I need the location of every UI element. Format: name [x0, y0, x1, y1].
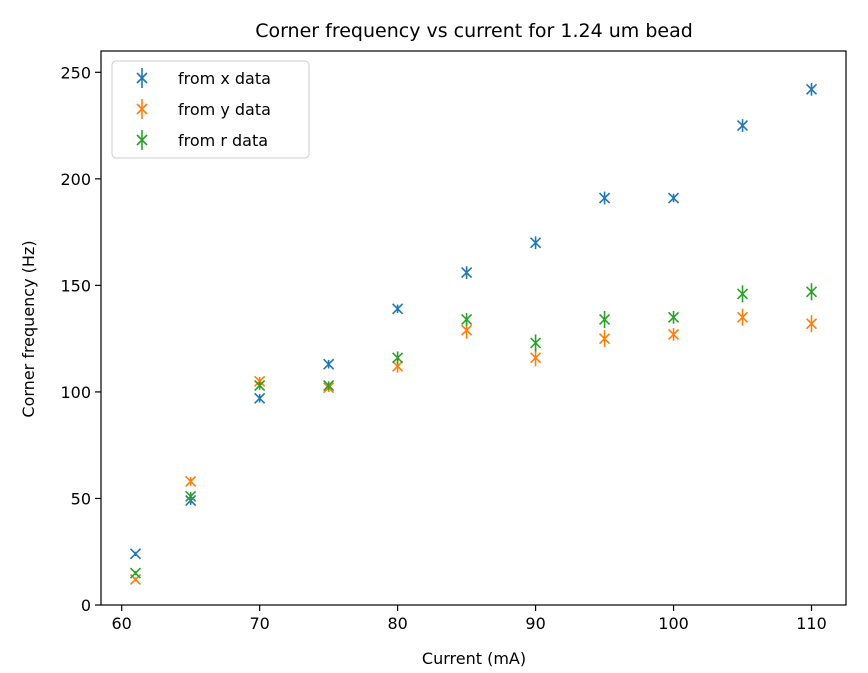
data-point	[530, 334, 542, 352]
data-point	[667, 192, 680, 204]
y-tick-label: 100	[60, 383, 91, 402]
x-tick-label: 70	[249, 614, 269, 633]
data-marks	[129, 82, 818, 585]
x-marker	[598, 192, 611, 204]
data-point	[129, 548, 142, 560]
data-point	[736, 308, 749, 326]
data-point	[323, 379, 335, 392]
data-point	[129, 567, 142, 579]
data-point	[185, 475, 197, 487]
x-marker	[805, 83, 818, 95]
data-point	[667, 310, 680, 324]
x-marker	[805, 286, 818, 298]
x-marker	[530, 237, 542, 249]
data-point	[805, 283, 818, 301]
x-marker	[736, 120, 749, 132]
x-marker	[254, 392, 266, 404]
data-point	[598, 191, 611, 205]
x-tick-label: 80	[387, 614, 407, 633]
x-marker	[392, 303, 404, 315]
legend-item: from x data	[136, 68, 271, 88]
legend: from x data from y data from r data	[111, 60, 310, 159]
data-point	[598, 330, 611, 348]
data-point	[736, 285, 749, 303]
y-axis-label: Corner frequency (Hz)	[19, 240, 38, 417]
data-point	[254, 392, 266, 404]
legend-item: from r data	[136, 130, 268, 150]
y-tick-label: 250	[60, 63, 91, 82]
x-marker	[185, 475, 197, 487]
x-marker	[736, 311, 749, 323]
x-marker	[185, 490, 197, 502]
data-point	[805, 315, 818, 333]
data-point	[461, 266, 473, 279]
y-tick-label: 50	[71, 489, 91, 508]
x-marker	[598, 333, 611, 345]
data-point	[805, 82, 818, 96]
x-marker	[736, 288, 749, 300]
x-tick-label: 110	[796, 614, 827, 633]
chart-title: Corner frequency vs current for 1.24 um …	[255, 20, 693, 42]
legend-marker	[136, 103, 148, 115]
data-point	[323, 358, 335, 370]
data-point	[185, 490, 197, 502]
data-point	[736, 119, 749, 132]
x-marker	[805, 318, 818, 330]
legend-item: from y data	[136, 99, 271, 119]
data-point	[598, 310, 611, 328]
x-marker	[129, 567, 142, 579]
x-axis-ticks: 60 70 80 90 100 110	[112, 605, 827, 633]
x-marker	[461, 313, 473, 326]
data-point	[392, 351, 404, 365]
data-point	[392, 303, 404, 315]
x-marker	[598, 313, 611, 326]
x-marker	[667, 328, 680, 340]
y-tick-label: 0	[81, 596, 91, 615]
y-axis-ticks: 0 50 100 150 200 250	[60, 63, 101, 615]
x-marker	[461, 324, 473, 336]
x-marker	[392, 352, 404, 364]
data-point	[530, 349, 542, 367]
data-point	[461, 313, 473, 326]
x-marker	[530, 352, 542, 364]
x-axis-label: Current (mA)	[422, 649, 526, 668]
x-tick-label: 100	[658, 614, 689, 633]
x-marker	[667, 192, 680, 204]
series-1	[129, 82, 818, 560]
series-3	[129, 283, 818, 579]
x-tick-label: 90	[525, 614, 545, 633]
data-point	[530, 236, 542, 250]
data-point	[667, 328, 680, 341]
legend-marker	[136, 134, 148, 146]
x-marker	[530, 337, 542, 349]
axes-frame	[100, 50, 847, 606]
x-marker	[323, 379, 335, 392]
x-marker	[254, 379, 266, 392]
legend-marker	[136, 72, 148, 84]
legend-label: from r data	[178, 131, 268, 150]
legend-label: from x data	[178, 69, 271, 88]
x-marker	[323, 358, 335, 370]
x-marker	[667, 311, 680, 323]
x-marker	[461, 267, 473, 279]
x-marker	[129, 548, 142, 560]
legend-label: from y data	[178, 100, 271, 119]
y-tick-label: 150	[60, 276, 91, 295]
legend-box	[111, 60, 310, 159]
x-marker	[392, 360, 404, 372]
y-tick-label: 200	[60, 170, 91, 189]
plot-area	[100, 50, 847, 606]
x-marker	[254, 375, 266, 387]
x-tick-label: 60	[112, 614, 132, 633]
data-point	[254, 379, 266, 392]
